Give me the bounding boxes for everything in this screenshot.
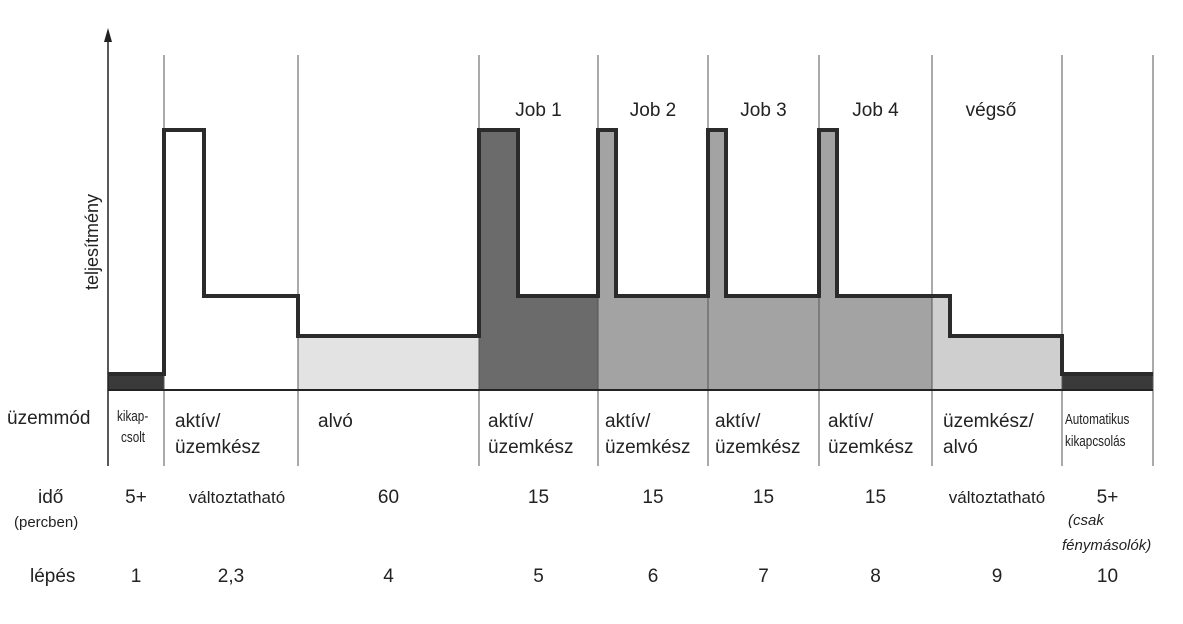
row-label-mode: üzemmód: [7, 408, 91, 429]
power-profile-line: [108, 128, 1153, 376]
job4-area: [819, 130, 932, 390]
time-value-6: 15: [642, 487, 664, 508]
mode-label-6b: üzemkész: [605, 437, 691, 458]
sleep-area: [298, 336, 479, 390]
job2-area: [598, 130, 708, 390]
time-value-8: 15: [864, 487, 887, 508]
step-5: 5: [533, 566, 544, 587]
mode-label-8b: üzemkész: [828, 437, 914, 458]
job-label-1: Job 1: [515, 100, 562, 121]
step-8: 8: [870, 566, 881, 587]
off-area-start: [108, 374, 164, 390]
time-note-10b: fénymásolók): [1062, 537, 1152, 554]
time-value-10: 5+: [1096, 487, 1119, 508]
step-10: 10: [1096, 566, 1119, 587]
job3-area: [708, 130, 819, 390]
row-label-step: lépés: [30, 566, 76, 587]
row-label-time: idő: [38, 487, 64, 508]
mode-label-9b: alvó: [943, 437, 978, 458]
mode-label-6a: aktív/: [605, 411, 651, 432]
mode-label-1a: kikap-: [117, 408, 149, 425]
step-1: 1: [130, 566, 142, 587]
row-label-time-unit: (percben): [14, 514, 79, 531]
time-value-7: 15: [752, 487, 775, 508]
job-label-final: végső: [965, 100, 1017, 121]
mode-label-5b: üzemkész: [488, 437, 574, 458]
time-value-2: változtatható: [188, 488, 286, 507]
mode-label-2b: üzemkész: [175, 437, 261, 458]
y-axis-label: teljesítmény: [82, 193, 102, 290]
step-6: 6: [647, 566, 659, 587]
step-2-3: 2,3: [217, 566, 245, 587]
mode-label-2a: aktív/: [175, 411, 221, 432]
mode-label-8a: aktív/: [828, 411, 874, 432]
mode-label-10b: kikapcsolás: [1065, 433, 1126, 450]
job-label-3: Job 3: [740, 100, 787, 121]
time-value-9: változtatható: [948, 488, 1046, 507]
job-label-2: Job 2: [629, 100, 677, 121]
mode-label-7b: üzemkész: [715, 437, 801, 458]
job1-area: [479, 130, 598, 390]
step-4: 4: [383, 566, 394, 587]
mode-label-4: alvó: [318, 411, 353, 432]
mode-label-1b: csolt: [121, 429, 146, 446]
mode-label-5a: aktív/: [488, 411, 534, 432]
final-area: [932, 296, 1062, 390]
y-axis-arrow: [104, 28, 112, 42]
job-label-4: Job 4: [852, 100, 899, 121]
mode-label-9a: üzemkész/: [943, 411, 1034, 432]
mode-label-7a: aktív/: [715, 411, 761, 432]
mode-label-10a: Automatikus: [1065, 411, 1130, 428]
time-value-1: 5+: [125, 487, 147, 508]
time-value-4: 60: [377, 487, 400, 508]
step-7: 7: [758, 566, 769, 587]
step-9: 9: [991, 566, 1003, 587]
off-area-end: [1062, 374, 1153, 390]
time-note-10a: (csak: [1068, 512, 1104, 529]
time-value-5: 15: [527, 487, 550, 508]
